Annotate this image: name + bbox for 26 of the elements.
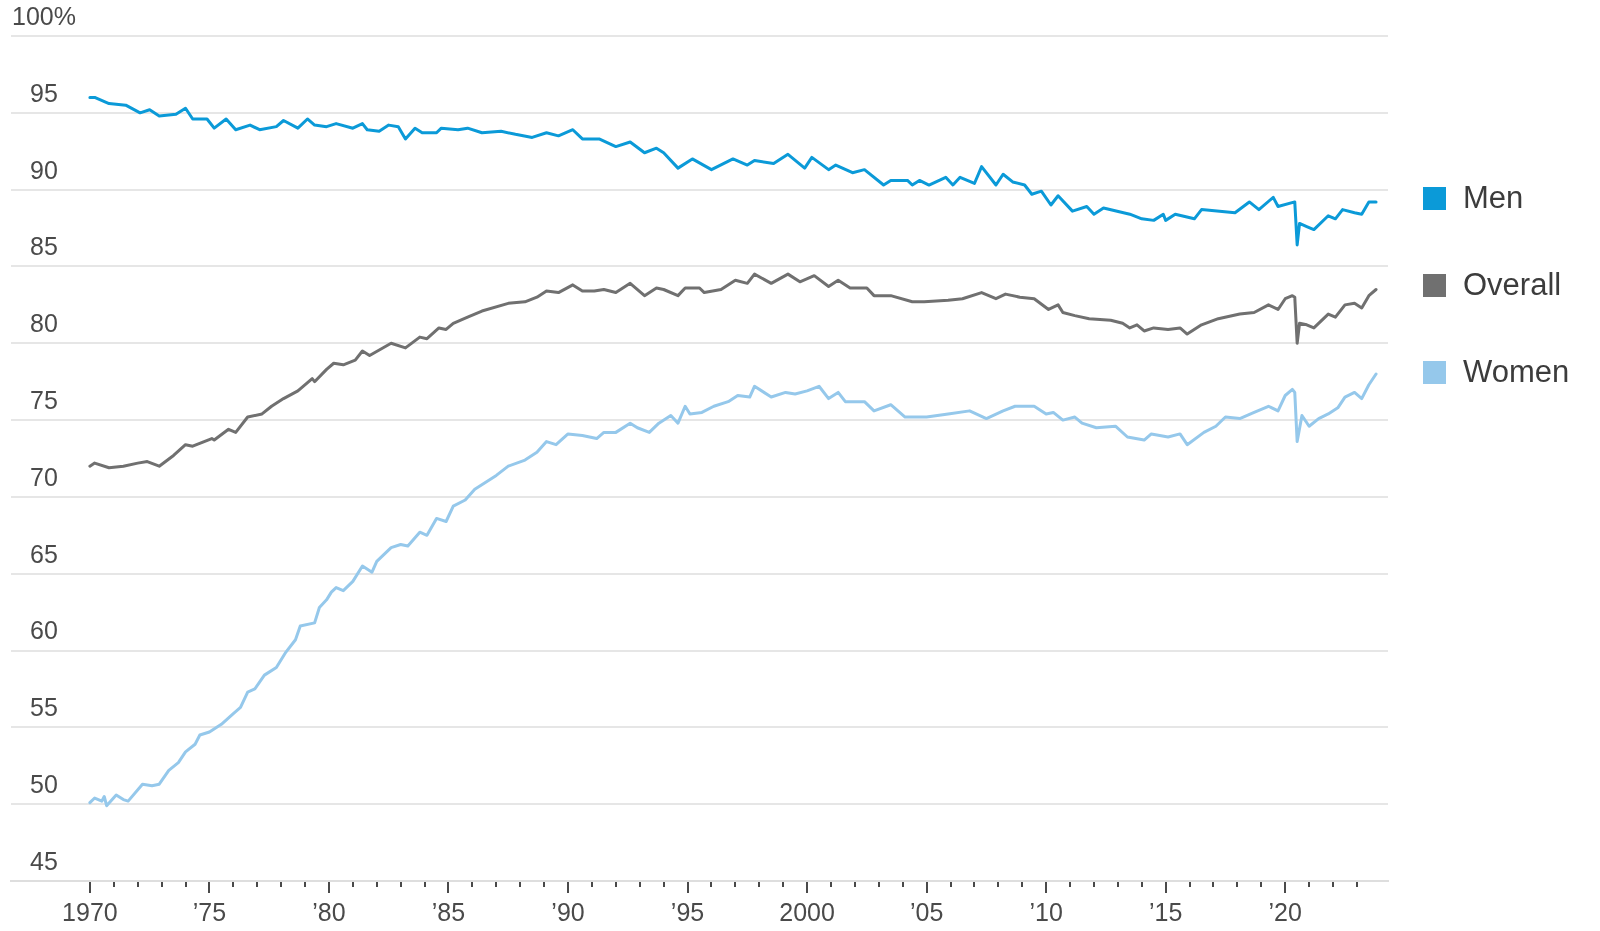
x-tick-label: ’20: [1268, 897, 1302, 926]
legend-label: Men: [1463, 180, 1524, 216]
y-tick-label: 45: [30, 846, 58, 875]
y-tick-label: 70: [30, 462, 58, 491]
y-tick-label: 85: [30, 232, 58, 261]
y-tick-label: 100%: [11, 1, 76, 30]
y-tick-label: 75: [30, 385, 58, 414]
x-tick-label: ’85: [431, 897, 466, 926]
x-tick-label: ’15: [1148, 897, 1183, 926]
x-tick-label: 2000: [779, 897, 835, 926]
y-tick-label: 90: [30, 155, 58, 184]
y-tick-label: 65: [30, 539, 58, 568]
x-tick-label: 1970: [62, 897, 118, 926]
x-tick-label: ’95: [670, 897, 705, 926]
legend-label: Overall: [1463, 267, 1562, 303]
y-tick-label: 55: [30, 693, 58, 722]
x-tick-label: ’05: [909, 897, 944, 926]
y-tick-label: 60: [30, 616, 58, 645]
x-tick-label: ’80: [312, 897, 346, 926]
y-tick-label: 95: [30, 78, 58, 107]
y-tick-label: 80: [30, 309, 58, 338]
x-tick-label: ’90: [551, 897, 585, 926]
legend-label: Women: [1463, 354, 1570, 390]
x-tick-label: ’10: [1029, 897, 1063, 926]
y-tick-label: 50: [30, 770, 58, 799]
x-tick-label: ’75: [192, 897, 227, 926]
